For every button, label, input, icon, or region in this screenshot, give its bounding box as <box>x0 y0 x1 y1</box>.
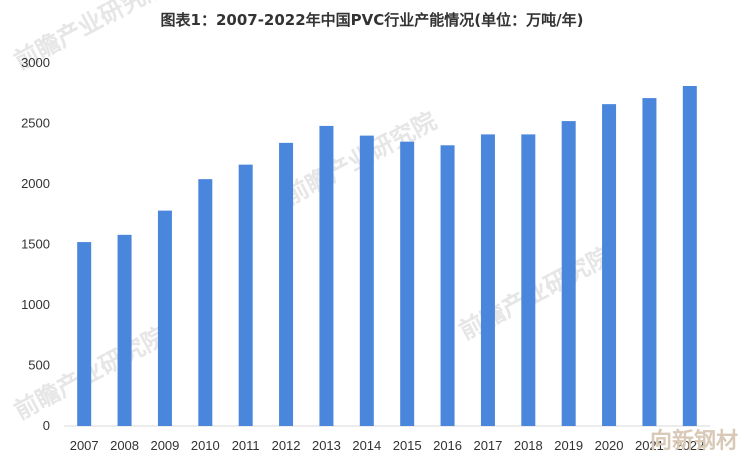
y-tick-label: 1500 <box>21 237 50 252</box>
x-axis-tick-labels: 2007 2008 2009 2010 2011 2012 2013 2014 2015 2016… <box>70 438 705 453</box>
x-tick-label: 2009 <box>150 438 179 453</box>
y-tick-label: 1000 <box>21 297 50 312</box>
bar <box>642 98 657 426</box>
x-tick-label: 2015 <box>393 438 422 453</box>
y-tick-label: 2500 <box>21 116 50 131</box>
y-tick-label: 2000 <box>21 176 50 191</box>
bar <box>602 104 617 426</box>
bar <box>480 134 495 426</box>
bar <box>77 242 92 426</box>
bar <box>682 85 697 427</box>
x-tick-label: 2021 <box>635 438 664 453</box>
y-tick-label: 3000 <box>21 55 50 70</box>
y-tick-label: 500 <box>28 358 50 373</box>
bar <box>521 134 536 426</box>
bar <box>157 210 172 426</box>
y-tick-label: 0 <box>43 418 50 433</box>
bars <box>77 85 697 427</box>
bar <box>359 135 374 426</box>
watermark-3: 前瞻产业研究院 <box>455 242 616 346</box>
x-tick-label: 2019 <box>554 438 583 453</box>
bar <box>238 164 253 426</box>
y-axis-tick-labels: 0 500 1000 1500 2000 2500 3000 <box>21 55 50 433</box>
bar <box>117 234 132 426</box>
bar <box>561 121 576 426</box>
bar <box>400 141 415 426</box>
x-tick-label: 2014 <box>352 438 381 453</box>
x-tick-label: 2011 <box>232 438 260 453</box>
corner-mark: 向新钢材 <box>650 428 738 454</box>
x-tick-label: 2007 <box>70 438 99 453</box>
chart-title: 图表1：2007-2022年中国PVC行业产能情况(单位：万吨/年) <box>161 11 584 29</box>
x-tick-label: 2017 <box>473 438 502 453</box>
x-tick-label: 2018 <box>514 438 543 453</box>
x-tick-label: 2010 <box>191 438 220 453</box>
x-tick-label: 2012 <box>272 438 301 453</box>
bar <box>198 179 213 426</box>
x-tick-label: 2008 <box>110 438 139 453</box>
bar <box>440 145 455 426</box>
bar <box>279 142 294 427</box>
x-tick-label: 2022 <box>675 438 704 453</box>
x-tick-label: 2016 <box>433 438 462 453</box>
bar <box>319 125 334 427</box>
x-tick-label: 2020 <box>595 438 624 453</box>
x-tick-label: 2013 <box>312 438 341 453</box>
